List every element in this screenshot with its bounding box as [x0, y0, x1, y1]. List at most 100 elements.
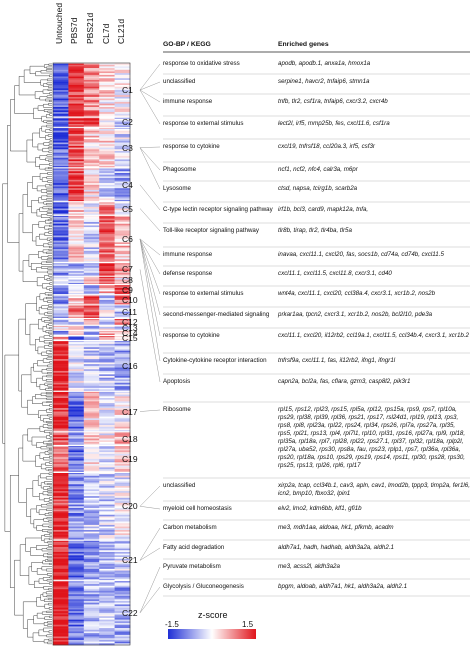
heatmap-cell	[114, 386, 131, 389]
heatmap-cell	[68, 147, 85, 150]
heatmap-cell	[99, 607, 115, 610]
heatmap-cell	[83, 242, 100, 245]
heatmap-cell	[99, 372, 115, 375]
table-row-genes: ctsd, napsa, tcirg1b, scarb2a	[278, 185, 358, 192]
heatmap-cell	[114, 543, 131, 546]
heatmap-cell	[114, 96, 131, 99]
heatmap-cell	[99, 264, 115, 267]
heatmap-cell	[53, 565, 69, 568]
heatmap-cell	[99, 524, 115, 527]
cluster-label-c4: C4	[122, 179, 133, 190]
heatmap-cell	[99, 423, 115, 426]
heatmap-cell	[53, 602, 69, 605]
heatmap-cell	[114, 419, 131, 422]
heatmap-cell	[53, 472, 69, 475]
heatmap-cell	[68, 518, 85, 521]
heatmap-cell	[83, 474, 100, 477]
heatmap-cell	[114, 74, 131, 77]
heatmap-cell	[83, 387, 100, 390]
heatmap-cell	[114, 413, 131, 416]
heatmap-cell	[114, 103, 131, 106]
heatmap-cell	[68, 186, 85, 189]
heatmap-cell	[53, 210, 69, 213]
heatmap-cell	[83, 436, 100, 439]
heatmap-cell	[99, 582, 115, 585]
heatmap-cell	[114, 79, 131, 82]
heatmap-cell	[53, 279, 69, 282]
heatmap-cell	[68, 286, 85, 289]
heatmap-cell	[99, 433, 115, 436]
heatmap-cell	[68, 545, 85, 548]
heatmap-cell	[83, 545, 100, 548]
heatmap-cell	[83, 299, 100, 302]
heatmap-cell	[99, 568, 115, 571]
heatmap-cell	[83, 470, 100, 473]
heatmap-cell	[114, 617, 131, 620]
heatmap-cell	[53, 607, 69, 610]
heatmap-cell	[99, 450, 115, 453]
heatmap-cell	[68, 538, 85, 541]
heatmap-cell	[83, 194, 100, 197]
heatmap-cell	[114, 548, 131, 551]
heatmap-cell	[68, 469, 85, 472]
heatmap-cell	[114, 502, 131, 505]
heatmap-cell	[53, 619, 69, 622]
heatmap-cell	[83, 440, 100, 443]
heatmap-cell	[53, 174, 69, 177]
heatmap-cell	[99, 130, 115, 133]
heatmap-cell	[99, 365, 115, 368]
heatmap-cell	[114, 213, 131, 216]
heatmap-cell	[99, 430, 115, 433]
heatmap-cell	[53, 247, 69, 250]
heatmap-cell	[114, 428, 131, 431]
heatmap-cell	[99, 310, 115, 312]
heatmap-cell	[114, 364, 131, 367]
heatmap-cell	[53, 150, 69, 153]
heatmap-cell	[68, 66, 85, 69]
heatmap-cell	[99, 348, 115, 351]
heatmap-cell	[114, 264, 131, 267]
heatmap-cell	[83, 135, 100, 138]
heatmap-cell	[114, 601, 131, 603]
heatmap-cell	[53, 254, 69, 257]
heatmap-cell	[99, 123, 115, 126]
heatmap-cell	[114, 570, 131, 573]
heatmap-cell	[68, 211, 85, 214]
heatmap-cell	[114, 354, 131, 356]
heatmap-cell	[53, 281, 69, 284]
heatmap-cell	[83, 208, 100, 211]
heatmap-cell	[83, 419, 100, 422]
heatmap-cell	[114, 538, 131, 541]
heatmap-cell	[114, 281, 131, 284]
heatmap-cell	[68, 123, 85, 126]
heatmap-cell	[99, 457, 115, 460]
heatmap-cell	[99, 347, 115, 350]
heatmap-cell	[99, 191, 115, 194]
heatmap-cell	[68, 255, 85, 258]
heatmap-cell	[83, 570, 100, 573]
heatmap-cell	[53, 470, 69, 473]
heatmap-cell	[53, 215, 69, 218]
heatmap-cell	[99, 375, 115, 378]
heatmap-cell	[83, 521, 100, 524]
heatmap-cell	[53, 404, 69, 407]
heatmap-cell	[83, 506, 100, 509]
heatmap-cell	[68, 379, 85, 382]
heatmap-cell	[68, 288, 85, 291]
heatmap-cell	[99, 313, 115, 316]
heatmap-cell	[68, 189, 85, 192]
heatmap-cell	[114, 164, 131, 167]
heatmap-cell	[114, 154, 131, 157]
heatmap-cell	[68, 609, 85, 612]
heatmap-cell	[68, 227, 85, 230]
cluster-connector	[139, 89, 161, 125]
heatmap-cell	[114, 614, 131, 617]
heatmap-cell	[53, 587, 69, 590]
heatmap-cell	[68, 382, 85, 385]
heatmap-cell	[53, 529, 69, 532]
heatmap-cell	[99, 266, 115, 269]
heatmap-cell	[68, 465, 85, 468]
heatmap-cell	[83, 352, 100, 355]
heatmap-cell	[99, 401, 115, 404]
